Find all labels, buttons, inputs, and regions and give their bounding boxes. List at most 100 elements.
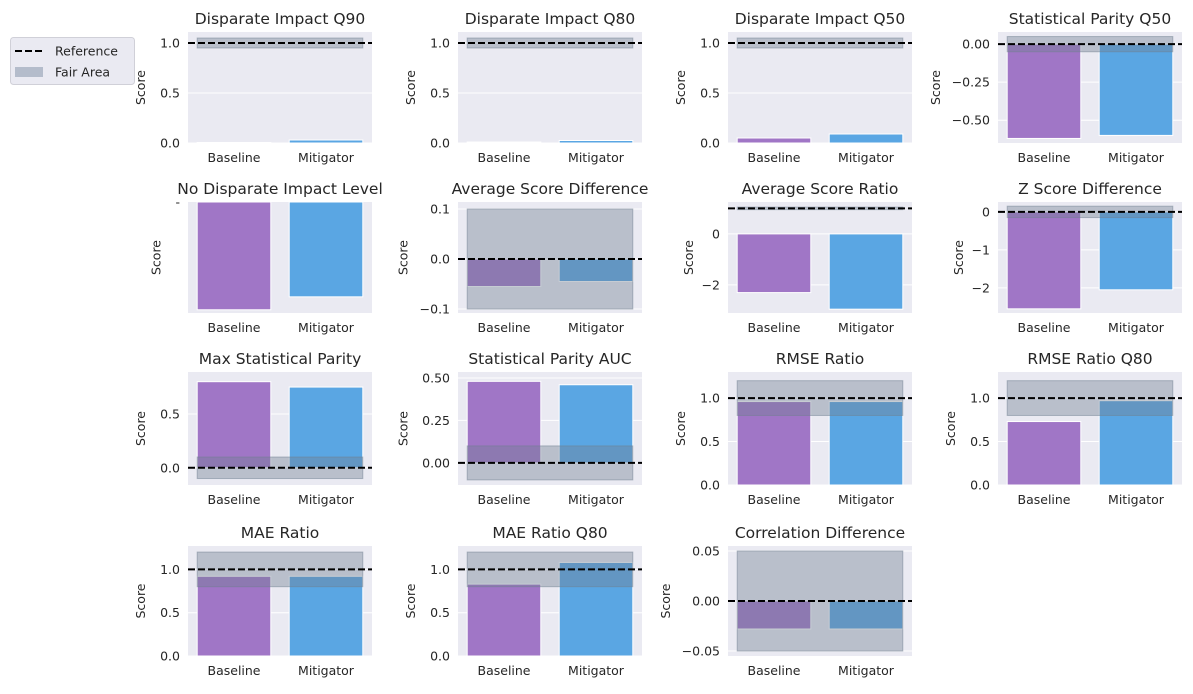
y-tick-label: 0.5 — [160, 86, 180, 101]
subplot-title: Correlation Difference — [735, 524, 905, 542]
y-tick-label: 0.5 — [430, 86, 450, 101]
plot-area — [188, 32, 372, 143]
subplot-title: Max Statistical Parity — [199, 350, 362, 368]
y-tick-label: 0.00 — [692, 594, 720, 609]
x-tick-label: Mitigator — [838, 320, 895, 335]
subplot-max-statistical-parity: 0.5 0.0 Baseline Mitigator Score Max Statisti… — [133, 350, 372, 507]
y-tick-label: 1.0 — [160, 562, 180, 577]
bar-baseline — [736, 137, 812, 144]
x-tick-label: Mitigator — [298, 150, 355, 165]
bar-mitigator — [828, 133, 904, 144]
y-tick-label: 0.0 — [160, 136, 180, 151]
subplot-title: Z Score Difference — [1018, 180, 1162, 198]
x-tick-label: Mitigator — [838, 492, 895, 507]
subplot-average-score-difference: 0.1 0.0 −0.1 Baseline Mitigator Score Average … — [396, 180, 649, 335]
x-tick-label: Mitigator — [568, 663, 625, 678]
x-tick-label: Mitigator — [298, 663, 355, 678]
subplot-title: Disparate Impact Q80 — [465, 10, 636, 28]
y-axis-label: Score — [403, 583, 418, 618]
subplot-disparate-impact-q50: 0.0 0.5 1.0 Baseline Mitigator Score Disparate… — [673, 10, 912, 165]
legend-fair-area-swatch — [15, 67, 43, 77]
y-tick-label: 0.50 — [422, 370, 450, 385]
y-axis-label: Score — [658, 583, 673, 618]
bar-baseline — [196, 201, 272, 311]
y-axis-label: Score — [928, 70, 943, 105]
x-tick-label: Baseline — [1018, 150, 1071, 165]
x-tick-label: Baseline — [1018, 320, 1071, 335]
subplot-title: Average Score Difference — [452, 180, 649, 198]
subplot-statistical-parity-q50: 0.00 −0.25 −0.50 Baseline Mitigator Score Stat… — [928, 10, 1182, 165]
subplot-title: MAE Ratio — [241, 524, 320, 542]
y-tick-label: 1.0 — [160, 36, 180, 51]
bar-mitigator — [288, 201, 364, 298]
y-tick-label: 0.0 — [430, 649, 450, 664]
subplot-disparate-impact-q90: 0.0 0.5 1.0 Baseline Mitigator Score Disparate… — [133, 10, 372, 165]
y-tick-label: 1.0 — [700, 391, 720, 406]
x-tick-label: Baseline — [748, 150, 801, 165]
y-tick-label: 0.0 — [430, 252, 450, 267]
y-tick-label: 0.5 — [160, 406, 180, 421]
y-tick-label: 0.0 — [700, 136, 720, 151]
y-tick-label: 0.0 — [970, 478, 990, 493]
y-tick-label: 0.25 — [422, 413, 450, 428]
bar-baseline — [466, 583, 542, 657]
subplot-rmse-ratio: 1.0 0.5 0.0 Baseline Mitigator Score RMSE Rati… — [673, 350, 912, 507]
subplot-title: MAE Ratio Q80 — [492, 524, 607, 542]
subplot-title: No Disparate Impact Level — [177, 180, 383, 198]
x-tick-label: Mitigator — [1108, 320, 1165, 335]
y-tick-label: −0.05 — [682, 644, 720, 659]
x-tick-label: Mitigator — [298, 492, 355, 507]
y-axis-label: Score — [673, 70, 688, 105]
bar-mitigator — [288, 139, 364, 144]
x-tick-label: Baseline — [478, 663, 531, 678]
x-tick-label: Baseline — [208, 150, 261, 165]
y-tick-label: 0.00 — [422, 455, 450, 470]
subplot-no-disparate-impact-level: - Baseline Mitigator Score No Disparate Impa… — [148, 180, 382, 335]
y-axis-label: Score — [396, 240, 411, 275]
y-axis-label: Score — [681, 240, 696, 275]
x-tick-label: Mitigator — [568, 320, 625, 335]
subplot-z-score-difference: 0 −1 −2 Baseline Mitigator Score Z Score Diffe… — [951, 180, 1182, 335]
y-axis-label: Score — [148, 240, 163, 275]
bar-baseline — [1006, 211, 1082, 310]
x-tick-label: Baseline — [748, 320, 801, 335]
y-tick-label: −0.1 — [420, 302, 450, 317]
subplot-title: Disparate Impact Q50 — [735, 10, 906, 28]
y-tick-label: - — [175, 195, 180, 210]
bar-baseline — [1006, 421, 1082, 486]
x-tick-label: Baseline — [748, 492, 801, 507]
x-tick-label: Mitigator — [1108, 492, 1165, 507]
bar-baseline — [196, 142, 272, 144]
bar-mitigator — [1098, 43, 1174, 136]
x-tick-label: Baseline — [1018, 492, 1071, 507]
x-tick-label: Mitigator — [838, 150, 895, 165]
subplot-title: Disparate Impact Q90 — [195, 10, 366, 28]
bar-baseline — [196, 575, 272, 657]
x-tick-label: Baseline — [208, 663, 261, 678]
x-tick-label: Baseline — [208, 492, 261, 507]
subplot-statistical-parity-auc: 0.50 0.25 0.00 Baseline Mitigator Score Statis… — [396, 350, 642, 507]
y-tick-label: 1.0 — [430, 36, 450, 51]
bar-mitigator — [288, 575, 364, 657]
subplot-mae-ratio-q80: 1.0 0.5 0.0 Baseline Mitigator Score MAE Ratio… — [403, 524, 642, 678]
y-tick-label: 0.05 — [692, 544, 720, 559]
x-tick-label: Baseline — [748, 663, 801, 678]
x-tick-label: Baseline — [208, 320, 261, 335]
bar-baseline — [736, 233, 812, 294]
plot-area — [458, 202, 642, 313]
y-axis-label: Score — [673, 411, 688, 446]
bar-mitigator — [1098, 211, 1174, 291]
x-tick-label: Mitigator — [1108, 150, 1165, 165]
bar-mitigator — [828, 233, 904, 310]
subplot-title: Statistical Parity AUC — [468, 350, 631, 368]
subplot-title: RMSE Ratio Q80 — [1027, 350, 1152, 368]
y-tick-label: 0.0 — [700, 478, 720, 493]
y-axis-label: Score — [943, 411, 958, 446]
y-axis-label: Score — [133, 583, 148, 618]
y-tick-label: 0.5 — [160, 605, 180, 620]
x-tick-label: Baseline — [478, 150, 531, 165]
y-tick-label: 0.00 — [962, 37, 990, 52]
bar-baseline — [196, 381, 272, 469]
x-tick-label: Mitigator — [568, 150, 625, 165]
